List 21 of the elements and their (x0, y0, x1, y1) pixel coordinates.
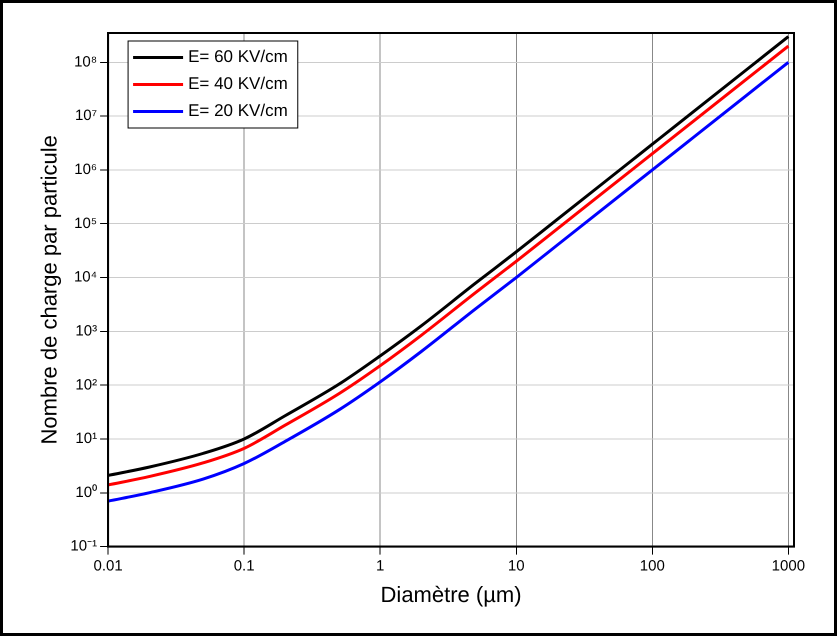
y-tick-label: 10⁻¹ (70, 538, 98, 555)
y-tick-label: 10⁷ (74, 107, 98, 124)
y-tick-label: 10⁰ (75, 484, 98, 501)
y-tick-label: 10⁴ (74, 268, 98, 286)
y-axis-title: Nombre de charge par particule (36, 135, 62, 444)
y-tick-label: 10⁵ (74, 214, 98, 232)
x-tick-label: 1 (376, 558, 384, 575)
y-tick-label: 10⁸ (74, 53, 98, 70)
legend-label: E= 20 KV/cm (188, 101, 288, 120)
y-tick-label: 10² (75, 376, 98, 394)
x-tick-label: 0.1 (234, 558, 255, 575)
x-axis-title: Diamètre (µm) (380, 582, 522, 607)
x-tick-label: 100 (640, 558, 665, 575)
legend-label: E= 40 KV/cm (188, 74, 288, 94)
y-tick-label: 10⁶ (74, 161, 98, 178)
legend-label: E= 60 KV/cm (188, 47, 288, 66)
y-tick-label: 10³ (75, 322, 98, 340)
x-tick-label: 10 (508, 558, 525, 575)
x-tick-label: 1000 (772, 558, 806, 575)
x-tick-label: 0.01 (93, 558, 123, 575)
y-tick-label: 10¹ (75, 430, 98, 448)
